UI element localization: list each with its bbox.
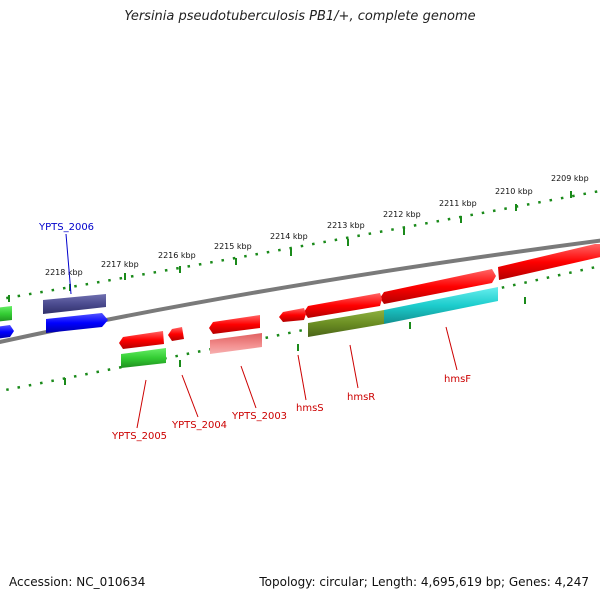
gene-label-YPTS_2004: YPTS_2004 xyxy=(171,420,227,431)
feature-hmsF-cog[interactable] xyxy=(384,287,498,324)
gene-label-YPTS_2006: YPTS_2006 xyxy=(38,222,94,233)
gene-labels: YPTS_2006 YPTS_2005 YPTS_2004 YPTS_2003 … xyxy=(38,222,471,442)
reverse-strand-features xyxy=(0,287,498,368)
tick-label-2212: 2212 kbp xyxy=(383,210,421,219)
tick-label-2209: 2209 kbp xyxy=(551,174,589,183)
map-title: Yersinia pseudotuberculosis PB1/+, compl… xyxy=(124,9,476,24)
inner-major-ticks xyxy=(64,297,526,385)
gene-label-YPTS_2005: YPTS_2005 xyxy=(111,431,167,442)
feature-YPTS_2005-cog[interactable] xyxy=(121,348,166,368)
tick-label-2217: 2217 kbp xyxy=(101,260,139,269)
feature-YPTS_2006-cog[interactable] xyxy=(43,294,106,314)
tick-label-2213: 2213 kbp xyxy=(327,221,365,230)
feature-hmsF-cds[interactable] xyxy=(498,244,600,280)
feature-small-cds[interactable] xyxy=(279,308,306,322)
gene-label-YPTS_2003: YPTS_2003 xyxy=(231,411,287,422)
feature-YPTS_2006-cds[interactable] xyxy=(46,313,108,333)
feature-hmsS-cds[interactable] xyxy=(304,293,382,318)
tick-label-2210: 2210 kbp xyxy=(495,187,533,196)
feature-YPTS_2003-cog[interactable] xyxy=(210,333,262,354)
tick-label-2214: 2214 kbp xyxy=(270,232,308,241)
scale-labels: 2209 kbp 2210 kbp 2211 kbp 2212 kbp 2213… xyxy=(45,174,589,277)
feature-YPTS_2003-cds[interactable] xyxy=(209,315,260,334)
gene-label-hmsR: hmsR xyxy=(347,392,375,403)
tick-label-2215: 2215 kbp xyxy=(214,242,252,251)
feature-YPTS_2005-cds[interactable] xyxy=(119,331,164,349)
feature-YPTS_2004-cds[interactable] xyxy=(168,327,184,341)
feature-left-blue-cds[interactable] xyxy=(0,325,14,339)
gene-label-hmsS: hmsS xyxy=(296,403,324,414)
forward-strand-features xyxy=(0,244,600,322)
feature-hmsR-cds[interactable] xyxy=(380,269,496,304)
tick-label-2216: 2216 kbp xyxy=(158,251,196,260)
feature-hmsR-cog[interactable] xyxy=(308,310,384,337)
feature-left-green-cog[interactable] xyxy=(0,306,12,322)
outer-tick-ring xyxy=(0,189,600,301)
tick-label-2218: 2218 kbp xyxy=(45,268,83,277)
genome-summary-text: Topology: circular; Length: 4,695,619 bp… xyxy=(259,575,589,589)
tick-label-2211: 2211 kbp xyxy=(439,199,477,208)
gene-label-hmsF: hmsF xyxy=(444,374,471,385)
accession-text: Accession: NC_010634 xyxy=(9,575,146,589)
label-leaders xyxy=(65,233,458,429)
